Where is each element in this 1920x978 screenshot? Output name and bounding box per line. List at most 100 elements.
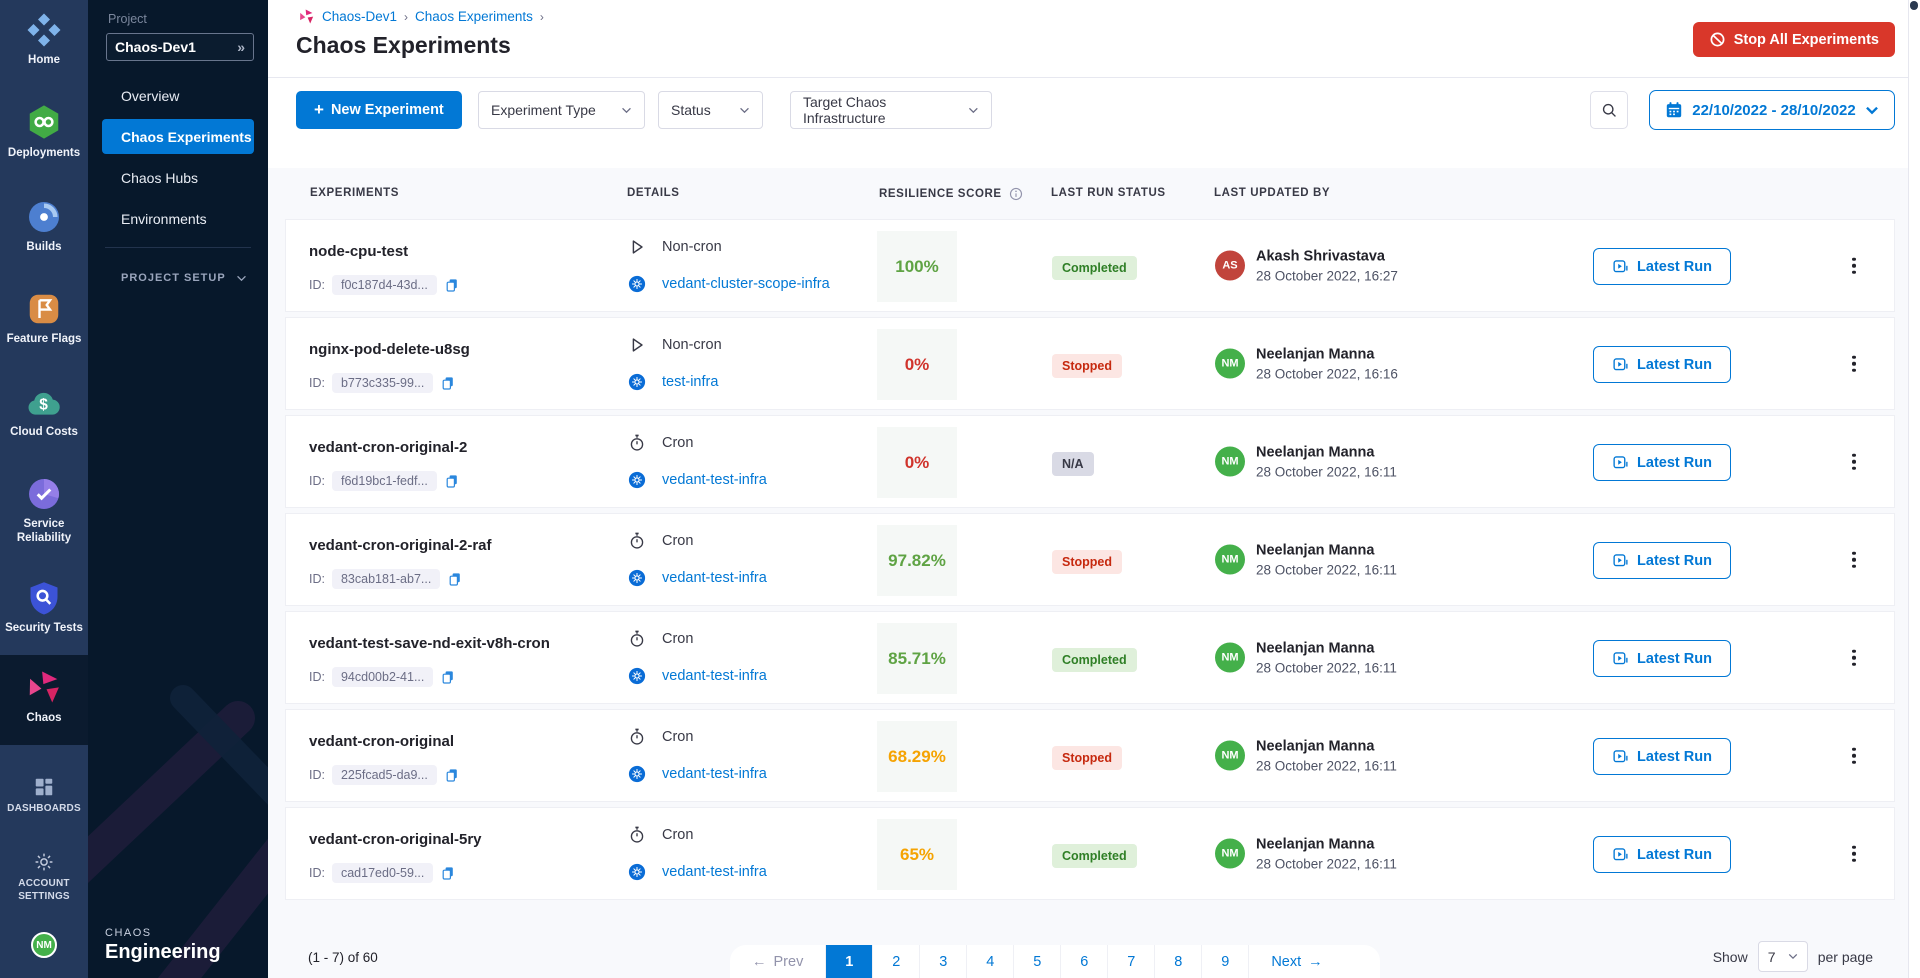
row-menu-button[interactable] [1846,643,1862,672]
experiment-name[interactable]: nginx-pod-delete-u8sg [309,341,470,358]
run-history-icon [1612,650,1629,667]
sidebar-item-security-tests[interactable]: Security Tests [0,580,88,635]
column-resilience-score: RESILIENCE SCORE [879,188,1002,200]
sidebar-item-overview[interactable]: Overview [121,88,179,104]
search-button[interactable] [1590,91,1628,129]
project-setup-label: PROJECT SETUP [121,272,226,284]
target-infrastructure-filter[interactable]: Target Chaos Infrastructure [790,91,992,129]
scrollbar[interactable] [1908,0,1920,978]
row-menu-button[interactable] [1846,741,1862,770]
infrastructure-link[interactable]: test-infra [662,374,718,390]
page-button-5[interactable]: 5 [1013,945,1060,978]
copy-icon[interactable] [440,375,456,391]
user-menu[interactable]: NM [0,932,88,958]
home-icon [26,12,62,48]
sidebar-item-chaos-hubs[interactable]: Chaos Hubs [121,170,198,186]
search-icon [1601,102,1618,119]
next-label: Next [1271,954,1301,970]
sidebar-item-cloud-costs[interactable]: $ Cloud Costs [0,386,88,439]
infrastructure-link[interactable]: vedant-test-infra [662,864,767,880]
page-button-1[interactable]: 1 [825,945,872,978]
module-label: Feature Flags [7,332,82,346]
experiment-name[interactable]: vedant-cron-original-2-raf [309,537,492,554]
experiment-name[interactable]: vedant-cron-original-5ry [309,831,482,848]
latest-run-button[interactable]: Latest Run [1593,444,1731,481]
project-selector[interactable]: Chaos-Dev1 » [106,33,254,61]
status-filter[interactable]: Status [658,91,763,129]
sidebar-item-environments[interactable]: Environments [121,211,207,227]
sidebar-item-service-reliability[interactable]: Service Reliability [0,476,88,546]
experiment-id-line: ID: 225fcad5-da9... [309,765,460,785]
latest-run-button[interactable]: Latest Run [1593,248,1731,285]
latest-run-button[interactable]: Latest Run [1593,836,1731,873]
copy-icon[interactable] [440,669,456,685]
updated-date: 28 October 2022, 16:27 [1256,268,1398,283]
breadcrumb-page[interactable]: Chaos Experiments [415,9,533,24]
latest-run-button[interactable]: Latest Run [1593,640,1731,677]
infrastructure-link[interactable]: vedant-test-infra [662,570,767,586]
sidebar-item-builds[interactable]: Builds [0,199,88,254]
copy-icon[interactable] [444,473,460,489]
infrastructure-link[interactable]: vedant-test-infra [662,668,767,684]
infrastructure-link[interactable]: vedant-test-infra [662,472,767,488]
sidebar-item-chaos-experiments[interactable]: Chaos Experiments [102,119,254,154]
copy-icon[interactable] [440,865,456,881]
new-experiment-label: New Experiment [331,102,444,118]
resilience-score: 97.82% [877,525,957,596]
scrollbar-thumb[interactable] [1910,1,1918,10]
breadcrumb-project[interactable]: Chaos-Dev1 [322,9,397,24]
prohibited-icon [1709,31,1726,48]
page-button-2[interactable]: 2 [872,945,919,978]
sidebar-item-account-settings[interactable]: ACCOUNT SETTINGS [0,851,88,903]
row-menu-button[interactable] [1846,545,1862,574]
sidebar-item-deployments[interactable]: Deployments [0,103,88,160]
page-button-7[interactable]: 7 [1107,945,1154,978]
page-button-4[interactable]: 4 [966,945,1013,978]
page-size-select[interactable]: 7 [1758,941,1808,972]
experiment-name[interactable]: vedant-cron-original-2 [309,439,467,456]
row-menu-button[interactable] [1846,839,1862,868]
prev-page-button[interactable]: ← Prev [730,945,825,978]
copy-icon[interactable] [444,277,460,293]
user-name: Neelanjan Manna [1256,346,1398,362]
latest-run-label: Latest Run [1637,553,1712,569]
cron-icon [628,434,646,452]
project-panel: Project Chaos-Dev1 » Overview Chaos Expe… [88,0,268,978]
row-menu-button[interactable] [1846,349,1862,378]
cron-icon [628,532,646,550]
page-button-9[interactable]: 9 [1201,945,1248,978]
run-history-icon [1612,258,1629,275]
infrastructure-link[interactable]: vedant-test-infra [662,766,767,782]
next-page-button[interactable]: Next → [1248,945,1344,978]
new-experiment-button[interactable]: + New Experiment [296,91,462,129]
updated-date: 28 October 2022, 16:16 [1256,366,1398,381]
date-range-picker[interactable]: 22/10/2022 - 28/10/2022 [1649,90,1895,130]
page-button-8[interactable]: 8 [1154,945,1201,978]
experiment-type: Cron [628,826,693,844]
sidebar-item-chaos[interactable]: Chaos [0,668,88,725]
page-button-6[interactable]: 6 [1060,945,1107,978]
experiment-name[interactable]: vedant-test-save-nd-exit-v8h-cron [309,635,550,652]
experiment-name[interactable]: vedant-cron-original [309,733,454,750]
sidebar-item-dashboards[interactable]: DASHBOARDS [0,776,88,816]
run-history-icon [1612,846,1629,863]
sidebar-item-feature-flags[interactable]: Feature Flags [0,291,88,346]
copy-icon[interactable] [444,767,460,783]
copy-icon[interactable] [447,571,463,587]
project-setup-toggle[interactable]: PROJECT SETUP [121,272,247,284]
latest-run-button[interactable]: Latest Run [1593,346,1731,383]
experiment-type-filter[interactable]: Experiment Type [478,91,645,129]
row-menu-button[interactable] [1846,447,1862,476]
cloud-costs-icon: $ [25,386,63,420]
latest-run-button[interactable]: Latest Run [1593,738,1731,775]
row-menu-button[interactable] [1846,251,1862,280]
latest-run-button[interactable]: Latest Run [1593,542,1731,579]
experiment-type: Non-cron [628,336,722,354]
sidebar-item-home[interactable]: Home [0,12,88,67]
experiment-name[interactable]: node-cpu-test [309,243,408,260]
page-button-3[interactable]: 3 [919,945,966,978]
experiment-id-line: ID: f0c187d4-43d... [309,275,460,295]
stop-all-experiments-button[interactable]: Stop All Experiments [1693,22,1895,57]
infrastructure-link[interactable]: vedant-cluster-scope-infra [662,276,830,292]
info-icon[interactable] [1009,187,1023,201]
